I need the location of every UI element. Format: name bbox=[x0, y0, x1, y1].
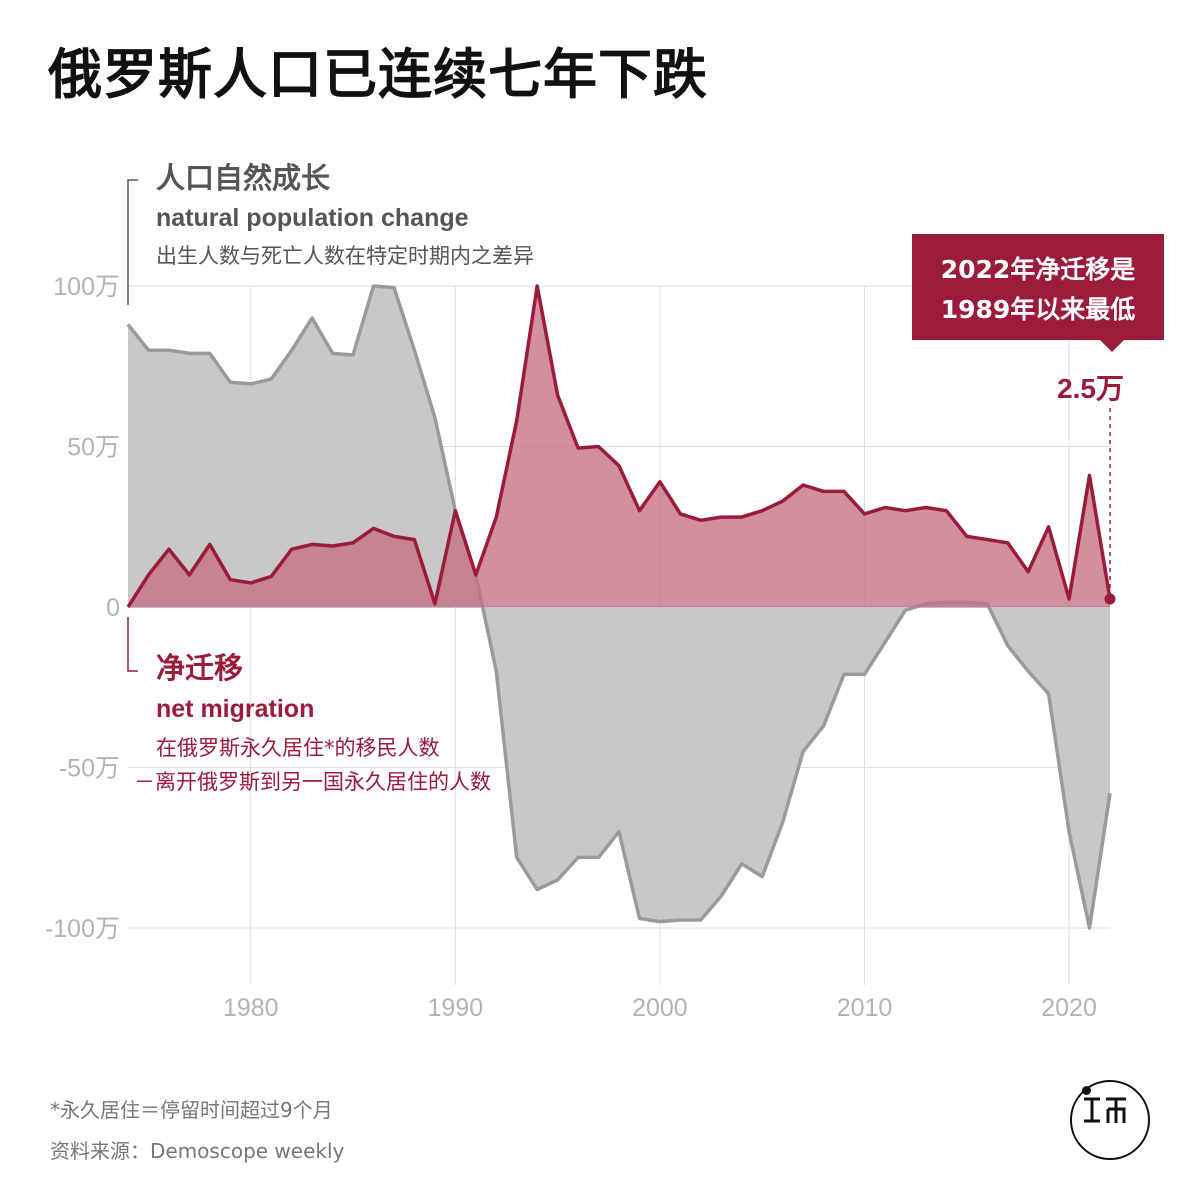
migration-label-bracket bbox=[127, 617, 138, 672]
footnote: *永久居住＝停留时间超过9个月 bbox=[50, 1098, 333, 1122]
x-tick-label: 2010 bbox=[837, 994, 893, 1022]
logo-dot bbox=[1082, 1086, 1091, 1095]
natural-label-en: natural population change bbox=[156, 204, 469, 232]
chart: 100万 50万 0 -50万 -100万 1980 1990 2000 2010 2020 人… bbox=[45, 161, 1164, 1022]
migration-label-desc-1: 在俄罗斯永久居住*的移民人数 bbox=[156, 736, 440, 760]
x-tick-label: 2000 bbox=[632, 994, 688, 1022]
y-tick-label: 100万 bbox=[53, 273, 120, 301]
callout-pointer bbox=[1100, 340, 1124, 352]
x-tick-label: 1990 bbox=[428, 994, 484, 1022]
migration-label-zh: 净迁移 bbox=[156, 651, 243, 685]
areas bbox=[126, 284, 1112, 930]
y-axis: 100万 50万 0 -50万 -100万 bbox=[45, 273, 120, 943]
natural-label-zh: 人口自然成长 bbox=[156, 161, 331, 195]
callout-box bbox=[912, 234, 1164, 340]
migration-label-en: net migration bbox=[156, 695, 314, 723]
source-note: 资料来源：Demoscope weekly bbox=[50, 1139, 345, 1163]
y-tick-label: -100万 bbox=[45, 915, 120, 943]
y-tick-label: -50万 bbox=[59, 755, 120, 783]
x-tick-label: 2020 bbox=[1041, 994, 1097, 1022]
migration-line bbox=[126, 284, 1112, 608]
callout-line-2: 1989年以来最低 bbox=[941, 295, 1136, 324]
natural-label-bracket bbox=[127, 179, 138, 305]
migration-label-desc-2: －离开俄罗斯到另一国永久居住的人数 bbox=[134, 770, 491, 794]
callout-line-1: 2022年净迁移是 bbox=[941, 255, 1136, 284]
y-tick-label: 0 bbox=[106, 594, 120, 622]
x-axis: 1980 1990 2000 2010 2020 bbox=[223, 994, 1097, 1022]
x-tick-label: 1980 bbox=[223, 994, 279, 1022]
logo-mark-icon bbox=[1084, 1097, 1126, 1123]
y-tick-label: 50万 bbox=[67, 434, 120, 462]
annotation-dot bbox=[1104, 593, 1116, 605]
logo bbox=[1070, 1080, 1150, 1160]
natural-label-desc: 出生人数与死亡人数在特定时期内之差异 bbox=[156, 244, 534, 268]
callout-value: 2.5万 bbox=[1057, 373, 1124, 404]
migration-area bbox=[128, 286, 1110, 607]
logo-glyph bbox=[1082, 1095, 1128, 1136]
page-title: 俄罗斯人口已连续七年下跌 bbox=[48, 43, 708, 106]
